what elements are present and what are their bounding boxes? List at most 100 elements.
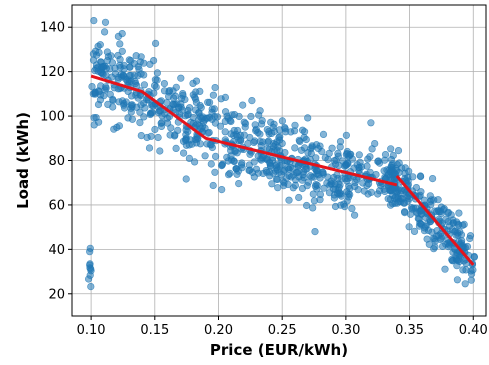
data-point [89,56,98,64]
data-point [120,65,128,73]
data-point [114,51,122,60]
data-point [391,193,400,201]
fit-line-segment [90,74,398,187]
data-point [150,56,158,65]
data-point [208,105,216,113]
data-point [423,235,431,243]
data-point [110,84,118,92]
data-point [145,144,154,152]
data-point [462,266,470,274]
data-point [199,113,207,121]
data-point [118,47,126,55]
data-point [113,123,121,131]
data-point [120,104,129,112]
data-point [100,28,109,36]
data-point [441,265,449,273]
data-point [336,143,344,151]
data-point [348,205,356,213]
data-point [174,126,182,134]
data-point [84,275,93,283]
data-point [351,211,359,219]
data-point [90,114,98,122]
data-point [417,173,425,181]
data-point [344,190,353,198]
data-point [306,172,315,180]
data-point [94,67,102,75]
data-point [343,197,351,205]
data-point [278,161,286,169]
data-point [158,118,166,126]
y-tick-label: 100 [40,110,65,125]
data-point [319,130,328,138]
data-point [257,155,265,163]
data-point [101,18,110,26]
data-point [408,204,416,212]
data-point [151,76,159,84]
data-point [134,72,142,80]
data-point [282,128,290,136]
data-point [217,95,225,103]
data-point [224,157,232,165]
data-point [364,190,372,198]
data-point [137,132,145,140]
data-point [328,144,336,152]
data-point [151,125,159,134]
data-point [196,87,204,95]
data-point [337,201,345,209]
data-point [197,125,205,133]
data-point [203,140,211,148]
data-point [304,114,312,122]
data-point [212,152,220,160]
data-point [88,82,96,91]
data-point [291,144,299,152]
data-point [207,160,215,168]
data-point [226,169,234,177]
y-tick-label: 140 [40,21,65,36]
data-point [307,149,315,158]
data-point [410,227,419,235]
data-point [191,158,199,166]
data-point [296,137,304,146]
data-point [278,117,287,125]
data-point [267,118,275,126]
data-point [211,119,219,127]
data-point [301,144,309,152]
data-point [334,174,342,183]
data-point [185,154,193,162]
y-axis-label: Load (kWh) [14,112,32,209]
data-point [171,132,179,140]
data-point [412,184,421,192]
data-point [119,71,127,79]
data-point [86,264,94,272]
data-point [87,283,95,291]
data-point [310,197,319,205]
data-point [299,126,307,134]
data-point [205,128,213,137]
data-point [201,152,209,160]
data-point [140,113,148,121]
data-point [367,119,375,127]
data-point [259,138,267,146]
data-point [263,126,271,134]
data-point [96,41,104,49]
data-point [268,180,276,188]
y-tick-label: 60 [48,198,65,213]
data-point [300,133,308,141]
data-point [368,145,376,153]
data-point [300,174,308,182]
data-point [332,156,340,164]
data-point [209,181,217,190]
data-point [96,96,105,104]
data-point [388,161,396,169]
data-point [295,193,303,202]
x-tick-label: 0.20 [204,323,233,338]
data-point [384,195,392,203]
data-point [182,135,190,143]
data-point [459,242,467,250]
data-point [324,156,332,164]
data-point [211,83,219,92]
data-point [336,189,344,197]
data-point [316,190,325,198]
